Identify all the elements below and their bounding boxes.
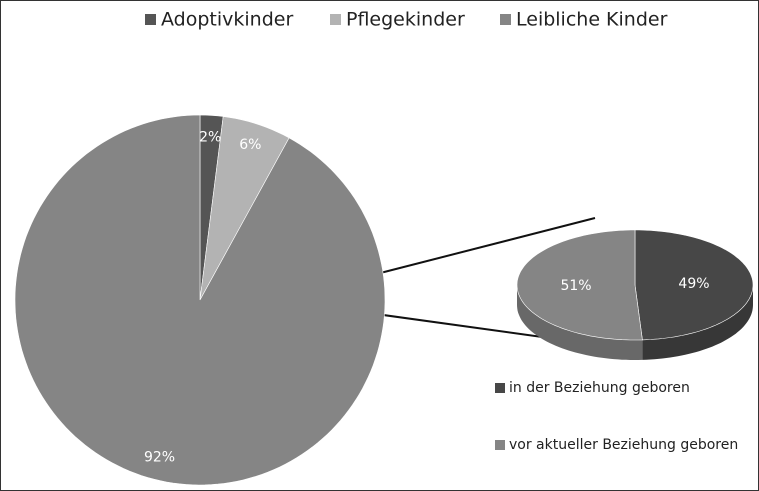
legend-swatch — [495, 383, 505, 393]
data-label: 6% — [239, 137, 261, 153]
data-label: 51% — [560, 278, 591, 294]
pie-slice — [516, 229, 643, 341]
legend-swatch — [330, 14, 341, 25]
data-label: 92% — [144, 450, 175, 466]
legend-label: in der Beziehung geboren — [509, 380, 690, 396]
pie-slice-side — [642, 285, 753, 360]
data-label: 2% — [199, 130, 221, 146]
legend-swatch — [495, 440, 505, 450]
pie-slice — [14, 114, 386, 486]
legend-label: vor aktueller Beziehung geboren — [509, 437, 738, 453]
pie-slice — [634, 229, 754, 341]
pie-slice-side — [517, 285, 643, 360]
data-label: 49% — [678, 276, 709, 292]
legend-label: Leibliche Kinder — [516, 9, 668, 31]
legend-swatch — [145, 14, 156, 25]
pie-slice — [199, 116, 290, 301]
legend-swatch — [500, 14, 511, 25]
legend-label: Adoptivkinder — [161, 9, 293, 31]
legend-label: Pflegekinder — [346, 9, 465, 31]
